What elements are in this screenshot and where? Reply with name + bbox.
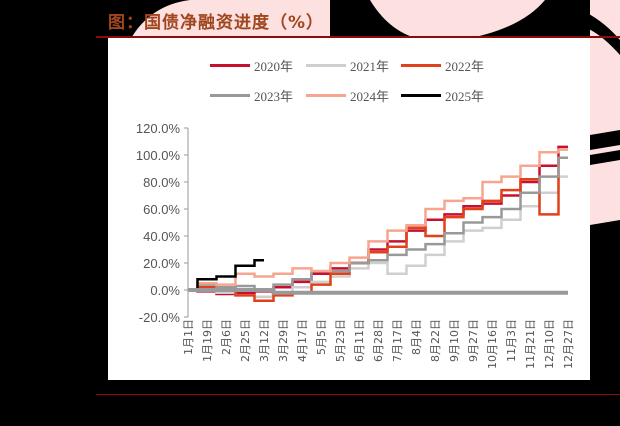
x-tick-label: 2月6日: [220, 319, 233, 355]
legend-label: 2023年: [254, 89, 294, 104]
legend-label: 2020年: [254, 59, 294, 74]
legend-swatch: [401, 94, 441, 97]
x-tick-label: 8月4日: [410, 319, 423, 355]
y-tick-label: 0.0%: [150, 283, 180, 298]
legend-item-2023: 2023年: [210, 86, 293, 105]
x-tick-label: 5月5日: [315, 319, 328, 355]
x-tick-label: 3月29日: [277, 319, 290, 362]
x-tick-label: 6月11日: [353, 319, 366, 362]
series-line-2024年: [188, 148, 568, 292]
legend-item-2022: 2022年: [401, 56, 484, 75]
legend-label: 2021年: [350, 59, 390, 74]
series-line-2025年: [188, 259, 264, 292]
y-tick-label: 20.0%: [143, 256, 180, 271]
x-tick-label: 7月17日: [391, 319, 404, 362]
legend-item-2020: 2020年: [210, 56, 293, 75]
y-tick-label: 60.0%: [143, 202, 180, 217]
chart-panel: 2020年 2021年 2022年 2023年 2024年 2025年 120.…: [108, 38, 590, 380]
legend-label: 2025年: [445, 89, 485, 104]
title-rule: [96, 36, 620, 38]
legend-item-2024: 2024年: [306, 86, 389, 105]
x-tick-label: 5月23日: [334, 319, 347, 362]
x-tick-label: 12月10日: [543, 319, 556, 369]
y-tick-label: 40.0%: [143, 229, 180, 244]
legend-item-2025: 2025年: [401, 86, 484, 105]
x-tick-label: 11月3日: [505, 319, 518, 362]
legend-swatch: [306, 94, 346, 97]
x-tick-label: 1月19日: [201, 319, 214, 362]
series-line-baseline: [188, 288, 568, 295]
x-tick-label: 3月12日: [258, 319, 271, 362]
series-line-2022年: [188, 156, 568, 303]
y-tick-label: 100.0%: [136, 148, 181, 163]
x-tick-label: 2月25日: [239, 319, 252, 362]
line-chart: 120.0% 100.0% 80.0% 60.0% 40.0% 20.0% 0.0% -20.…: [136, 121, 575, 369]
legend-label: 2024年: [350, 89, 390, 104]
legend-swatch: [210, 64, 250, 67]
x-tick-label: 10月16日: [486, 319, 499, 369]
x-tick-label: 6月28日: [372, 319, 385, 362]
x-tick-label: 11月21日: [524, 319, 537, 369]
x-tick-label: 12月27日: [562, 319, 575, 369]
x-tick-label: 4月17日: [296, 319, 309, 362]
legend-swatch: [401, 64, 441, 67]
legend-swatch: [210, 94, 250, 97]
legend-label: 2022年: [445, 59, 485, 74]
x-tick-label: 1月1日: [182, 319, 195, 355]
y-tick-label: 120.0%: [136, 121, 181, 136]
x-tick-label: 8月22日: [429, 319, 442, 362]
footer-rule: [96, 394, 620, 395]
y-tick-label: -20.0%: [139, 310, 181, 325]
x-tick-label: 9月27日: [467, 319, 480, 362]
legend-item-2021: 2021年: [306, 56, 389, 75]
series-line-2023年: [188, 156, 568, 292]
chart-title: 图：国债净融资进度（%）: [108, 13, 325, 33]
legend-swatch: [306, 64, 346, 67]
x-tick-label: 9月10日: [448, 319, 461, 362]
y-tick-label: 80.0%: [143, 175, 180, 190]
